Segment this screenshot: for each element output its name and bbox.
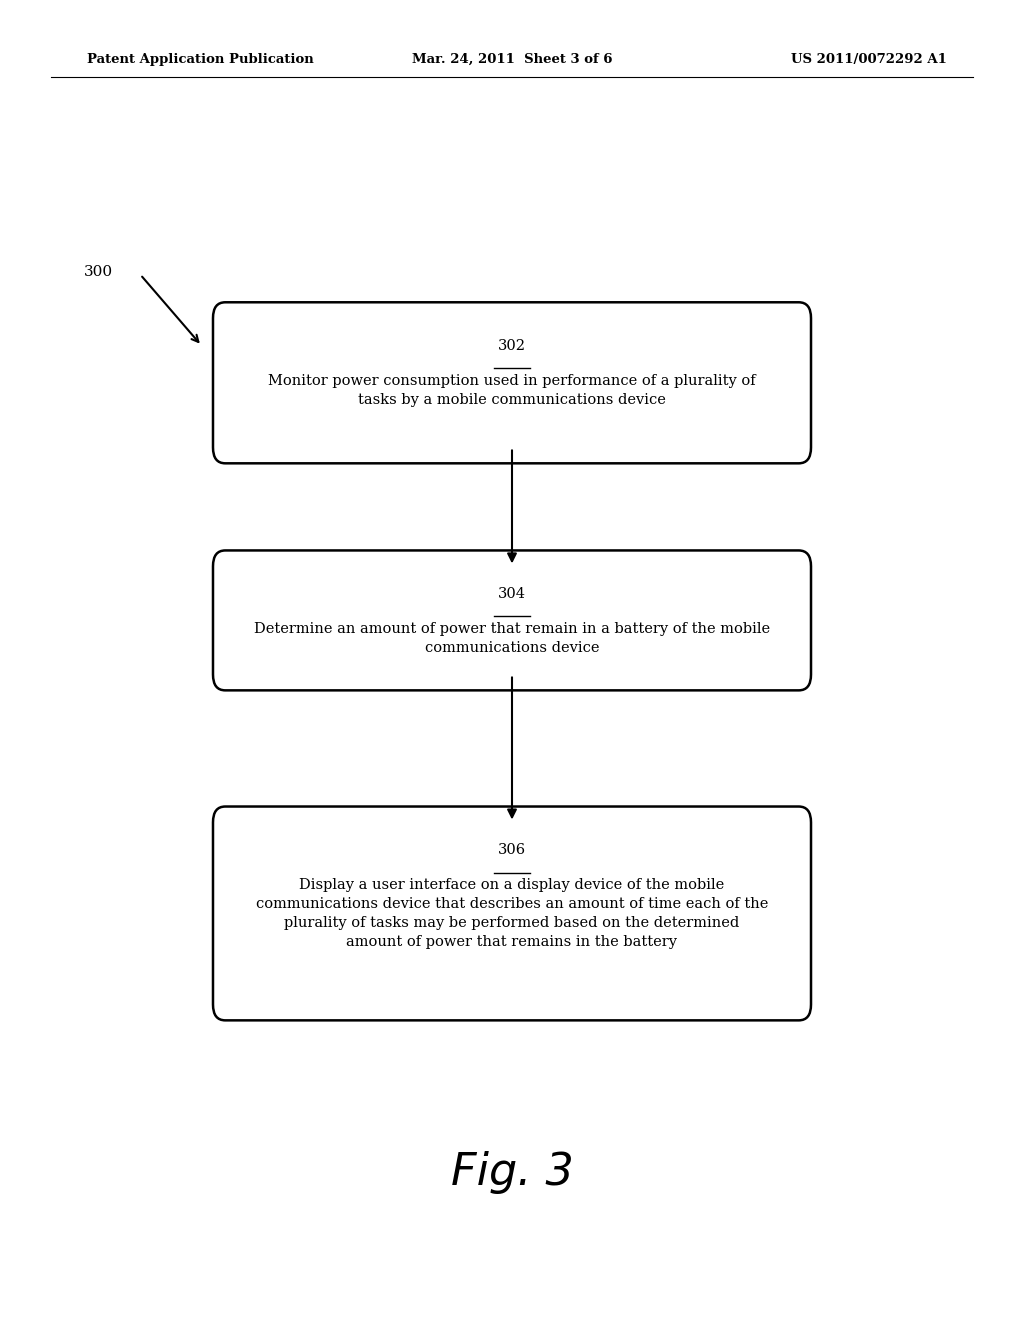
Text: 304: 304 <box>498 587 526 602</box>
FancyBboxPatch shape <box>213 302 811 463</box>
FancyBboxPatch shape <box>213 550 811 690</box>
Text: 306: 306 <box>498 843 526 858</box>
Text: 300: 300 <box>84 265 113 279</box>
Text: Monitor power consumption used in performance of a plurality of
tasks by a mobil: Monitor power consumption used in perfor… <box>268 374 756 407</box>
Text: Mar. 24, 2011  Sheet 3 of 6: Mar. 24, 2011 Sheet 3 of 6 <box>412 53 612 66</box>
FancyBboxPatch shape <box>213 807 811 1020</box>
Text: Determine an amount of power that remain in a battery of the mobile
communicatio: Determine an amount of power that remain… <box>254 622 770 655</box>
Text: 302: 302 <box>498 339 526 354</box>
Text: Fig. 3: Fig. 3 <box>451 1151 573 1193</box>
Text: Patent Application Publication: Patent Application Publication <box>87 53 313 66</box>
Text: Display a user interface on a display device of the mobile
communications device: Display a user interface on a display de… <box>256 878 768 949</box>
Text: US 2011/0072292 A1: US 2011/0072292 A1 <box>792 53 947 66</box>
